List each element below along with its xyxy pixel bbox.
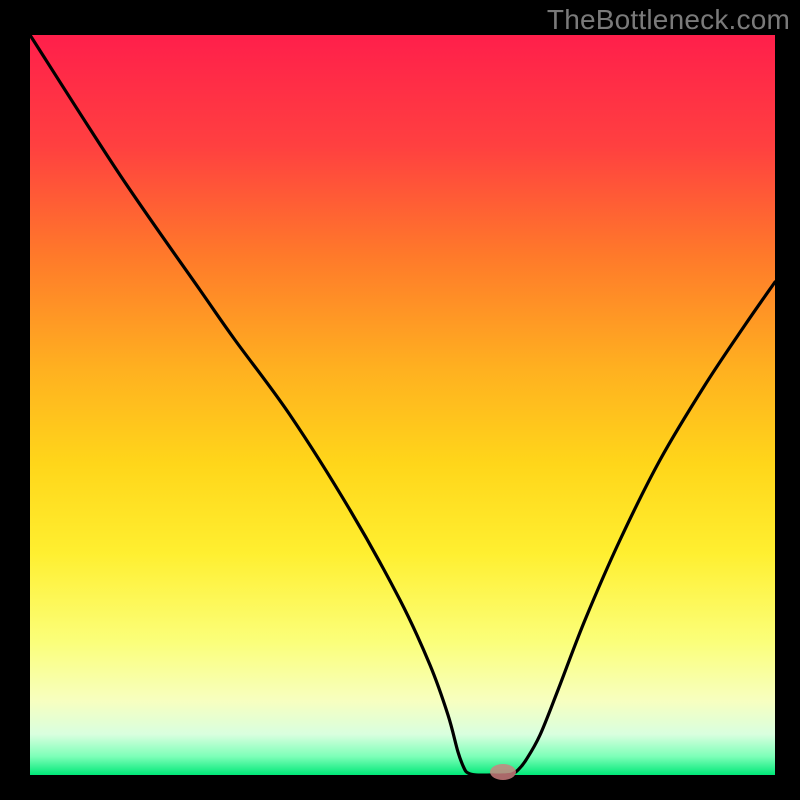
bottleneck-chart: [0, 0, 800, 800]
watermark-text: TheBottleneck.com: [547, 4, 790, 36]
optimal-marker: [490, 764, 516, 780]
chart-stage: TheBottleneck.com: [0, 0, 800, 800]
plot-background: [30, 35, 775, 775]
